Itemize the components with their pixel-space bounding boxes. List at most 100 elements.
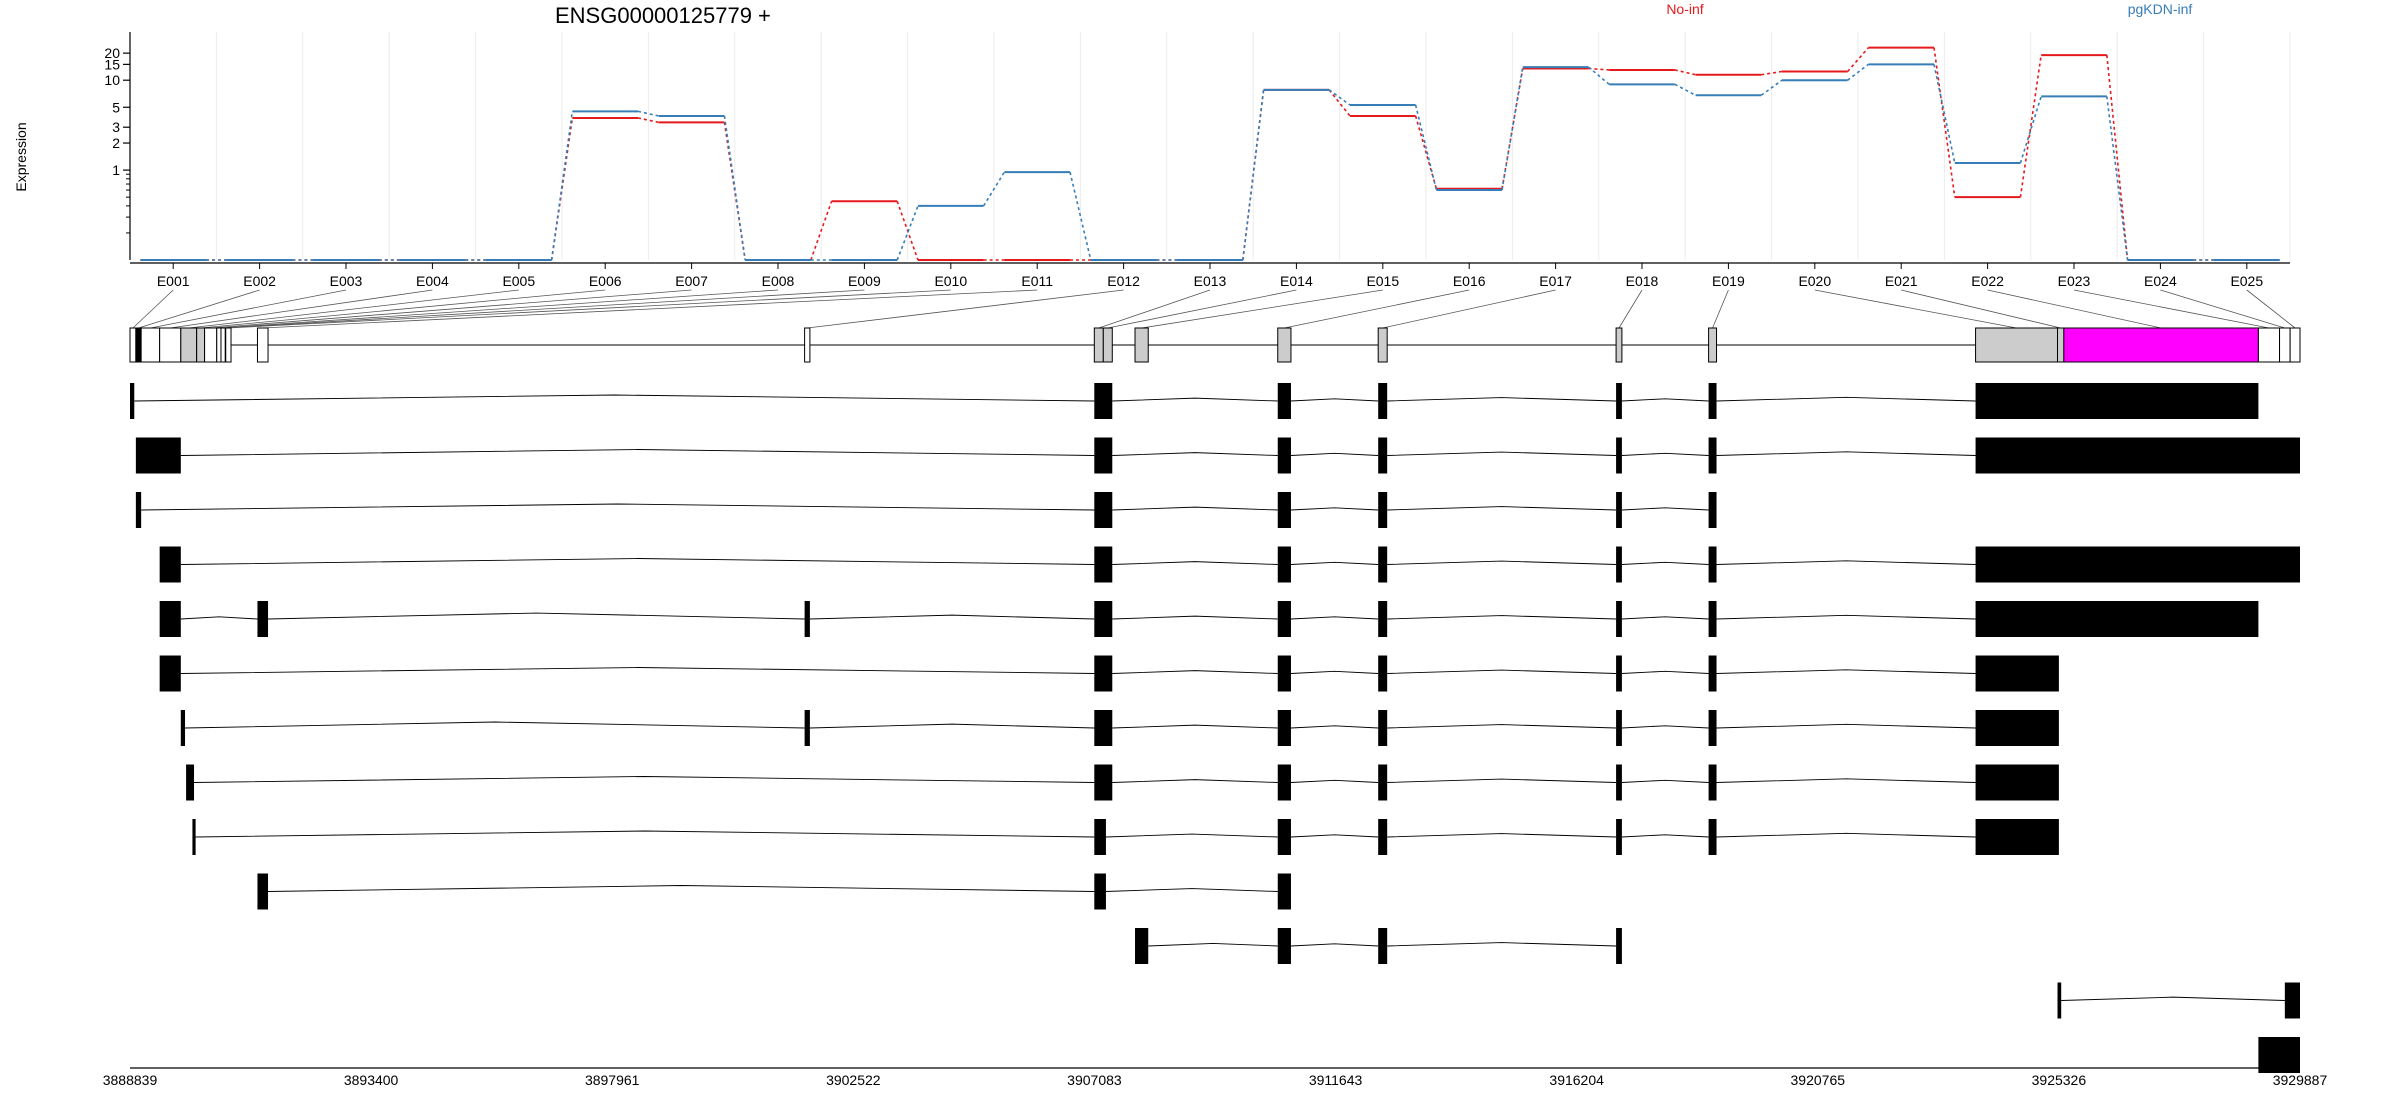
transcript-intron: [1112, 615, 1278, 620]
transcript-exon: [159, 655, 181, 692]
exon-connector: [170, 289, 433, 329]
series-no-inf: [140, 46, 2280, 261]
transcript-intron: [194, 776, 1095, 783]
transcript-exon: [1378, 437, 1388, 474]
transcript-intron: [1112, 452, 1278, 456]
transcript-exon: [1708, 819, 1717, 855]
transcript-intron: [1387, 942, 1617, 947]
transcript-exon: [1616, 437, 1622, 474]
transcript-exon: [1094, 710, 1113, 746]
y-tick-label: 10: [104, 72, 120, 88]
legend-entry-no-inf: No-inf: [1666, 1, 1703, 17]
transcript-intron: [1112, 724, 1278, 729]
exon-connector: [210, 289, 692, 329]
gene-model-exon: [1377, 327, 1388, 363]
transcript-intron: [1290, 398, 1379, 402]
gene-model: [129, 327, 2301, 363]
transcript-intron: [809, 614, 1095, 620]
gene-model-exon: [1102, 327, 1113, 363]
transcript-row: [1135, 928, 1622, 964]
transcript-exon: [1708, 492, 1717, 528]
transcript-row: [159, 601, 2259, 637]
transcript-exon: [1378, 928, 1388, 964]
transcript-exon: [1708, 710, 1717, 746]
transcript-intron: [1621, 834, 1709, 838]
transcript-exon: [1094, 655, 1113, 692]
transcript-intron: [1290, 452, 1379, 456]
transcript-intron: [1716, 723, 1976, 729]
transcript-exon: [1277, 764, 1291, 801]
transcript-intron: [1387, 560, 1617, 565]
transcript-exon: [1094, 492, 1113, 528]
transcript-intron: [1716, 396, 1976, 402]
vertical-grid: [129, 32, 2291, 260]
transcript-intron: [1387, 397, 1617, 402]
transcript-intron: [1290, 725, 1379, 729]
x-axis: E001 E002 E003 E004 E005 E006 E007 E008 E009 E010…: [130, 262, 2290, 289]
transcript-intron: [1105, 833, 1278, 838]
transcript-exon: [1094, 601, 1113, 637]
y-tick-label: 2: [112, 135, 120, 151]
y-tick-label: 20: [104, 45, 120, 61]
transcript-row: [180, 710, 2059, 746]
gene-model-exon: [180, 327, 198, 363]
transcript-exon: [1378, 764, 1388, 801]
x-tick-label: E020: [1798, 273, 1831, 289]
transcript-exon: [1277, 437, 1291, 474]
series-connector: [1674, 83, 1696, 96]
gene-model-exon: [159, 327, 182, 363]
transcript-intron: [185, 721, 805, 729]
transcript-intron: [268, 612, 805, 620]
genome-tick-label: 3897961: [585, 1072, 640, 1088]
genome-tick-label: 3888839: [103, 1072, 158, 1088]
transcript-exon: [1094, 437, 1113, 474]
series-connector: [1933, 64, 1956, 164]
series-connector: [1414, 115, 1438, 189]
x-tick-label: E022: [1971, 273, 2004, 289]
transcript-intron: [1621, 779, 1709, 783]
transcript-exon: [1277, 546, 1291, 583]
genome-tick-label: 3925326: [2032, 1072, 2087, 1088]
x-tick-label: E025: [2230, 273, 2263, 289]
transcript-exon: [1378, 492, 1388, 528]
transcript-intron: [180, 449, 1095, 456]
series-connector: [723, 115, 746, 261]
x-tick-label: E016: [1453, 273, 1486, 289]
transcript-exon: [1616, 655, 1622, 692]
exon-connector: [2073, 289, 2270, 329]
exon-connectors: [132, 289, 2296, 329]
transcript-exon: [1277, 928, 1291, 964]
exon-connector: [1107, 289, 1297, 329]
transcript-intron: [1716, 451, 1976, 456]
series-connector: [1760, 79, 1783, 96]
x-tick-label: E009: [848, 273, 881, 289]
series-connector: [1414, 104, 1438, 191]
exon-connector: [223, 289, 865, 329]
transcript-intron: [180, 667, 1095, 674]
series-connector: [896, 205, 919, 261]
transcript-exon: [130, 383, 135, 419]
gene-model-exon: [2279, 327, 2291, 363]
series-connector: [1847, 47, 1869, 73]
x-tick-label: E021: [1885, 273, 1918, 289]
transcript-intron: [1621, 398, 1709, 402]
transcript-row: [159, 655, 2059, 692]
transcript-intron: [1716, 560, 1976, 565]
transcript-intron: [1112, 561, 1278, 565]
transcript-exon: [1378, 655, 1388, 692]
transcript-intron: [141, 503, 1095, 511]
transcript-row: [257, 873, 1291, 910]
transcript-intron: [1290, 779, 1379, 783]
gene-model-exon: [140, 327, 161, 363]
transcript-exon: [1616, 764, 1622, 801]
x-tick-label: E024: [2144, 273, 2177, 289]
exon-connector: [188, 289, 519, 329]
transcript-intron: [1716, 614, 1976, 620]
transcript-exon: [1616, 601, 1622, 637]
x-tick-label: E015: [1366, 273, 1399, 289]
genome-tick-label: 3902522: [826, 1072, 881, 1088]
transcript-intron: [1716, 778, 1976, 783]
gene-model-exon: [1134, 327, 1149, 363]
